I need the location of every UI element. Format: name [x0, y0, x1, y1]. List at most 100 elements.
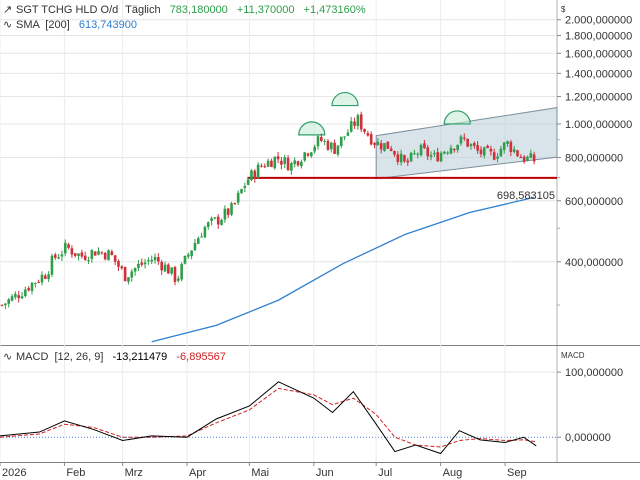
candle-down	[53, 254, 57, 258]
time-tick-label: Mai	[251, 467, 269, 479]
candle-up	[496, 156, 499, 159]
candle-up	[183, 255, 187, 264]
candle-down	[519, 156, 523, 159]
macd-grid	[0, 371, 557, 438]
candle-up	[399, 153, 403, 163]
legend-interval: Täglich	[125, 4, 160, 16]
candle-down	[509, 141, 513, 152]
candle-up	[34, 282, 37, 284]
candle-up	[443, 151, 446, 154]
candle-down	[296, 161, 300, 166]
top-arc	[331, 91, 359, 107]
candle-up	[429, 154, 433, 157]
candle-up	[256, 164, 260, 178]
signal-line	[0, 387, 537, 448]
candle-up	[20, 296, 24, 299]
candle-down	[103, 252, 107, 260]
candle-down	[83, 255, 87, 260]
candle-up	[343, 136, 346, 138]
candle-down	[253, 170, 257, 179]
candle-down	[522, 156, 526, 162]
candle-up	[97, 251, 100, 255]
candle-down	[263, 166, 267, 168]
candle-down	[157, 257, 160, 262]
candle-down	[463, 137, 466, 139]
candle-up	[502, 142, 506, 150]
candle-up	[24, 289, 27, 297]
candle-up	[506, 141, 509, 144]
candle-down	[532, 154, 536, 162]
candle-down	[403, 155, 406, 162]
candle-up	[14, 293, 17, 298]
sma-period: [200]	[45, 19, 69, 31]
price-tick-label: 600,000000	[565, 196, 623, 208]
candle-up	[4, 303, 7, 306]
candle-up	[433, 153, 436, 155]
candle-down	[326, 140, 330, 150]
candle-up	[180, 263, 183, 280]
candle-up	[336, 145, 340, 155]
macd-value: -13,211479	[112, 351, 167, 363]
candle-down	[393, 150, 396, 155]
price-tick-label: 1.800,000000	[565, 31, 632, 43]
candle-down	[479, 149, 483, 155]
candle-up	[200, 236, 203, 238]
candle-up	[77, 253, 80, 257]
time-grid	[0, 0, 506, 462]
candle-up	[469, 144, 473, 147]
candle-down	[472, 142, 476, 146]
candle-up	[213, 217, 217, 219]
candle-up	[236, 192, 240, 203]
candle-up	[383, 143, 386, 151]
time-tick-label: Feb	[66, 467, 85, 479]
candle-up	[203, 226, 207, 238]
macd-label: MACD	[16, 351, 48, 363]
candle-up	[456, 144, 459, 150]
candle-down	[366, 133, 370, 136]
time-tick-label: Mrz	[125, 467, 143, 479]
time-tick-label: Apr	[189, 467, 206, 479]
macd-panel-frame	[0, 346, 640, 463]
candle-up	[482, 147, 486, 156]
price-tick-label: 1.000,000000	[565, 119, 632, 131]
candle-down	[120, 266, 124, 269]
candle-up	[416, 153, 420, 155]
macd-legend: ∿ MACD [12, 26, 9] -13,211479 -6,895567	[3, 351, 226, 363]
candle-down	[216, 216, 220, 225]
sma-label: SMA	[16, 19, 41, 31]
candle-up	[60, 254, 64, 257]
candle-up	[63, 242, 67, 254]
candle-down	[436, 152, 440, 162]
candle-up	[133, 267, 137, 272]
candle-up	[240, 189, 243, 194]
price-tick-label: 1.200,000000	[565, 92, 632, 104]
price-tick-label: 1.600,000000	[565, 48, 632, 60]
candle-up	[316, 136, 320, 147]
legend-last: 783,180000	[170, 4, 228, 16]
candle-down	[373, 143, 376, 145]
time-tick-label: Jun	[316, 467, 334, 479]
candle-up	[439, 152, 443, 162]
top-arc	[443, 110, 471, 125]
candle-down	[70, 248, 74, 255]
candle-down	[123, 267, 127, 282]
legend-change-pct: +1,473160%	[304, 4, 366, 16]
candle-down	[37, 281, 40, 283]
price-tick-label: 2.000,000000	[565, 15, 632, 27]
candle-up	[529, 153, 533, 158]
candle-up	[293, 160, 297, 165]
top-arc	[298, 121, 326, 136]
candle-up	[47, 274, 50, 280]
macd-params: [12, 26, 9]	[54, 351, 103, 363]
candle-up	[193, 242, 197, 251]
candle-down	[160, 261, 163, 271]
candle-up	[57, 257, 60, 259]
candle-up	[210, 218, 213, 221]
candle-down	[353, 121, 356, 126]
candle-down	[306, 153, 310, 156]
candle-down	[233, 203, 237, 205]
candle-down	[486, 145, 489, 149]
rounded-top-arcs	[298, 91, 471, 136]
candle-up	[349, 121, 353, 132]
